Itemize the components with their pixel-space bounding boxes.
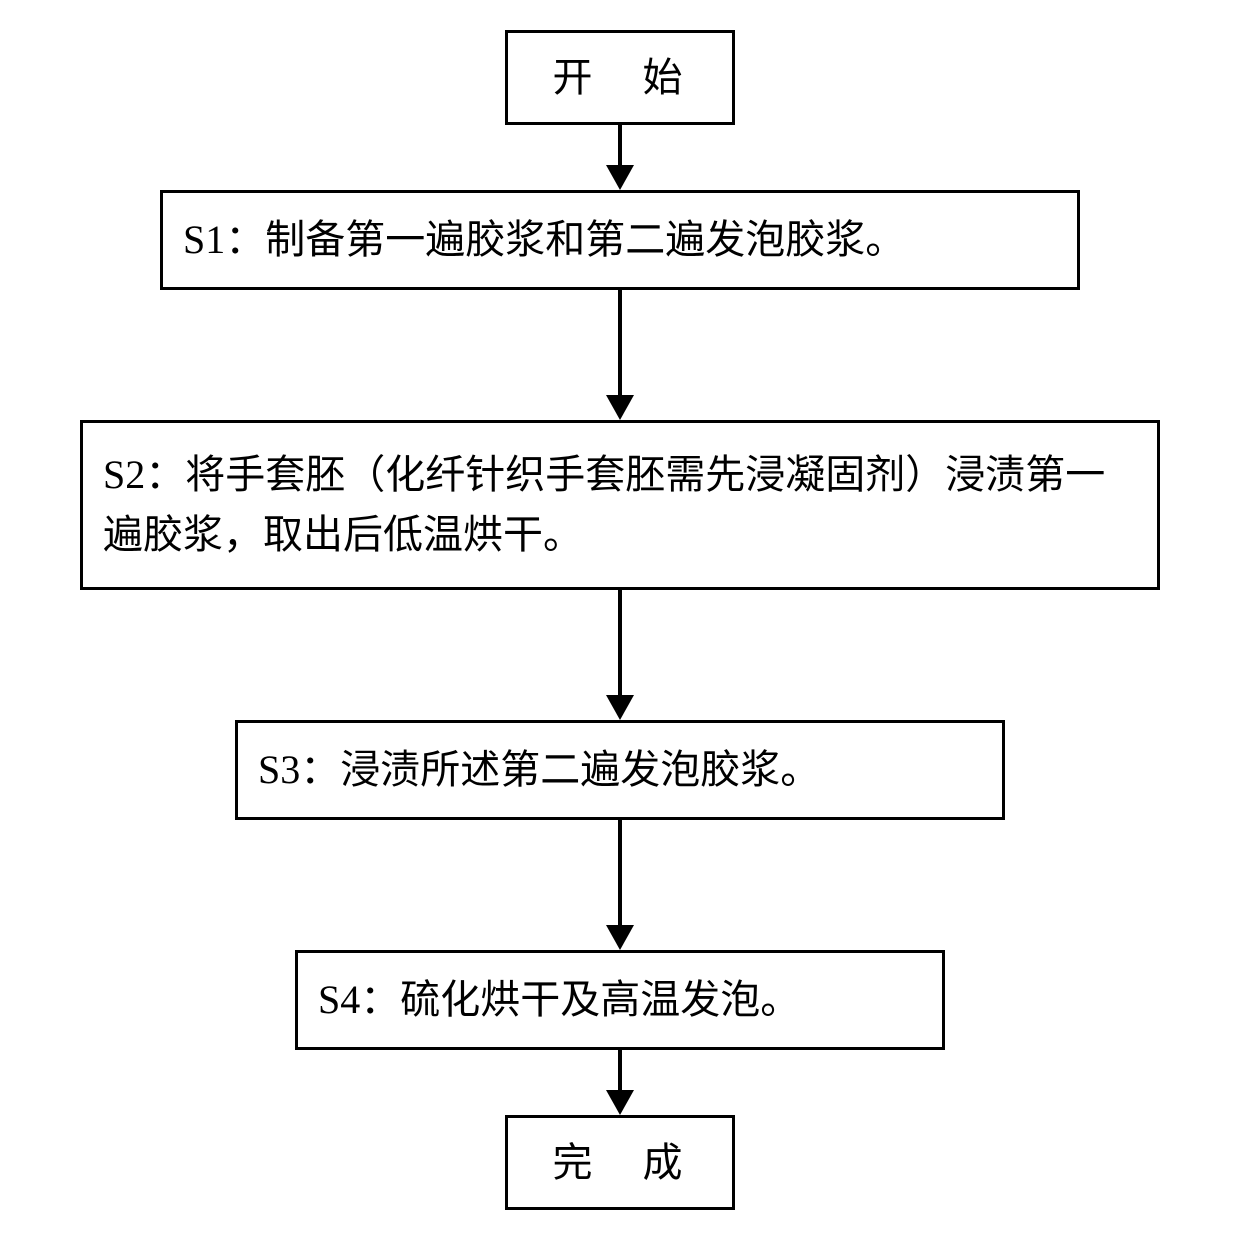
arrow-s3-s4 — [606, 820, 634, 950]
arrow-line — [618, 820, 622, 925]
arrow-s2-s3 — [606, 590, 634, 720]
arrow-s1-s2 — [606, 290, 634, 420]
step-s1-node: S1：制备第一遍胶浆和第二遍发泡胶浆。 — [160, 190, 1080, 290]
step-s3-label: S3：浸渍所述第二遍发泡胶浆。 — [258, 740, 820, 800]
arrow-line — [618, 590, 622, 695]
arrow-head-icon — [606, 395, 634, 420]
step-s4-label: S4：硫化烘干及高温发泡。 — [318, 970, 800, 1030]
arrow-head-icon — [606, 695, 634, 720]
step-s1-label: S1：制备第一遍胶浆和第二遍发泡胶浆。 — [183, 210, 905, 270]
arrow-line — [618, 290, 622, 395]
step-s3-node: S3：浸渍所述第二遍发泡胶浆。 — [235, 720, 1005, 820]
end-node: 完 成 — [505, 1115, 735, 1210]
end-label: 完 成 — [553, 1133, 703, 1193]
arrow-s4-end — [606, 1050, 634, 1115]
arrow-start-s1 — [606, 125, 634, 190]
start-node: 开 始 — [505, 30, 735, 125]
arrow-line — [618, 125, 622, 165]
arrow-head-icon — [606, 165, 634, 190]
flowchart-container: 开 始 S1：制备第一遍胶浆和第二遍发泡胶浆。 S2：将手套胚（化纤针织手套胚需… — [80, 30, 1160, 1210]
arrow-line — [618, 1050, 622, 1090]
step-s4-node: S4：硫化烘干及高温发泡。 — [295, 950, 945, 1050]
arrow-head-icon — [606, 925, 634, 950]
start-label: 开 始 — [553, 48, 703, 108]
step-s2-node: S2：将手套胚（化纤针织手套胚需先浸凝固剂）浸渍第一遍胶浆，取出后低温烘干。 — [80, 420, 1160, 590]
arrow-head-icon — [606, 1090, 634, 1115]
step-s2-label: S2：将手套胚（化纤针织手套胚需先浸凝固剂）浸渍第一遍胶浆，取出后低温烘干。 — [103, 445, 1137, 565]
